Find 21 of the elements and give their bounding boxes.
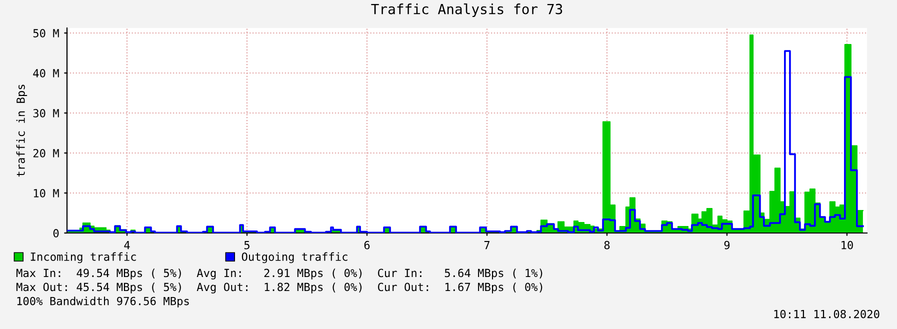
x-tick-label: 7 bbox=[484, 241, 490, 250]
legend-label: Outgoing traffic bbox=[242, 252, 348, 264]
x-tick-label: 10 bbox=[842, 240, 853, 250]
x-tick-label: 5 bbox=[244, 241, 250, 250]
text: Max In: 49.54 MBps ( 5%) Avg In: 2.91 MBps ( 0%) Cur In: 5.64 MBps ( 1%) bbox=[16, 268, 542, 280]
y-tick-label: 0 bbox=[53, 229, 59, 238]
y-tick-label: 10 M bbox=[34, 189, 59, 198]
chart-title: Traffic Analysis for 73 bbox=[371, 3, 562, 17]
y-tick-label: 20 M bbox=[33, 149, 59, 158]
y-axis-title: traffic in Bps bbox=[16, 84, 28, 177]
text: 10:11 11.08.2020 bbox=[774, 310, 880, 318]
y-tick-label: 40 M bbox=[33, 69, 59, 78]
x-tick-label: 6 bbox=[364, 240, 370, 250]
x-tick-label: 8 bbox=[604, 240, 610, 250]
text: 100% Bandwidth 976.56 MBps bbox=[17, 296, 189, 308]
x-tick-label: 4 bbox=[124, 241, 130, 250]
y-tick-label: 30 M bbox=[33, 109, 59, 118]
y-tick-label: 50 M bbox=[33, 29, 59, 38]
legend-label: Incoming traffic bbox=[30, 252, 136, 264]
x-tick-label: 9 bbox=[724, 240, 730, 250]
text: Max Out: 45.54 MBps ( 5%) Avg Out: 1.82 MBps ( 0%) Cur Out: 1.67 MBps ( 0%) bbox=[16, 282, 542, 294]
